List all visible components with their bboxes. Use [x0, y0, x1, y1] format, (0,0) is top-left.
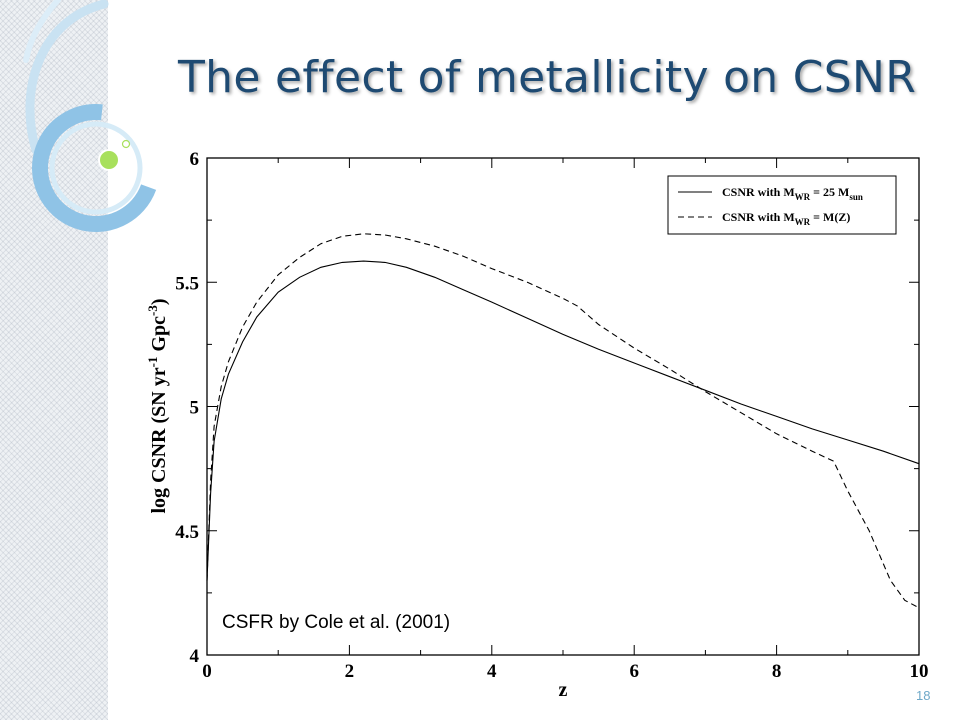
- deco-arc-outer: [25, 0, 109, 155]
- y-axis-title-sup: -1: [145, 357, 160, 368]
- deco-ring-inner: [49, 121, 143, 215]
- legend-sub: WR: [795, 217, 811, 227]
- x-tick-label: 10: [910, 661, 929, 682]
- legend-box: [667, 175, 897, 235]
- deco-arc-top: [23, 0, 61, 63]
- y-tick-label: 4.5: [175, 522, 199, 543]
- series-line-solid: [206, 260, 920, 581]
- y-axis-title: log CSNR (SN yr-1 Gpc-3): [145, 298, 170, 513]
- series-line-dashed: [206, 233, 920, 609]
- y-axis-title-sup: -3: [145, 305, 160, 316]
- legend: CSNR with MWR = 25 Msun CSNR with MWR = …: [667, 175, 897, 235]
- slide-number: 18: [916, 688, 931, 703]
- x-tick-labels: 0 2 4 6 8 10: [202, 661, 928, 682]
- deco-small-dot: [121, 139, 131, 149]
- x-axis-title: z: [559, 679, 568, 701]
- y-axis-title-part: ): [148, 298, 170, 305]
- x-tick-label: 0: [202, 661, 212, 682]
- legend-sub: sun: [849, 192, 863, 202]
- y-axis-title-part: log CSNR (SN yr: [148, 367, 170, 513]
- deco-ring: [32, 104, 160, 232]
- y-tick-label: 5.5: [175, 273, 199, 294]
- legend-entry-dashed: CSNR with MWR = M(Z): [722, 210, 850, 227]
- legend-text: = 25 M: [810, 185, 849, 199]
- legend-sub: WR: [795, 192, 811, 202]
- legend-text: CSNR with M: [722, 185, 795, 199]
- y-tick-label: 4: [190, 646, 200, 667]
- y-tick-label: 6: [190, 149, 200, 170]
- y-tick-labels: 4 4.5 5 5.5 6: [175, 149, 199, 667]
- legend-text: CSNR with M: [722, 210, 795, 224]
- x-tick-label: 2: [345, 661, 355, 682]
- chart-annotation: CSFR by Cole et al. (2001): [222, 612, 450, 633]
- series-lines: [206, 233, 920, 609]
- slide-title: The effect of metallicity on CSNR: [178, 52, 917, 103]
- y-axis-title-part: Gpc: [148, 316, 170, 357]
- legend-entry-solid: CSNR with MWR = 25 Msun: [722, 185, 863, 202]
- deco-green-dot: [98, 149, 120, 171]
- x-tick-label: 4: [487, 661, 497, 682]
- decorative-swirl: [23, 0, 160, 232]
- x-tick-label: 6: [629, 661, 639, 682]
- y-tick-label: 5: [190, 398, 200, 419]
- legend-text: = M(Z): [810, 210, 850, 224]
- x-tick-label: 8: [772, 661, 782, 682]
